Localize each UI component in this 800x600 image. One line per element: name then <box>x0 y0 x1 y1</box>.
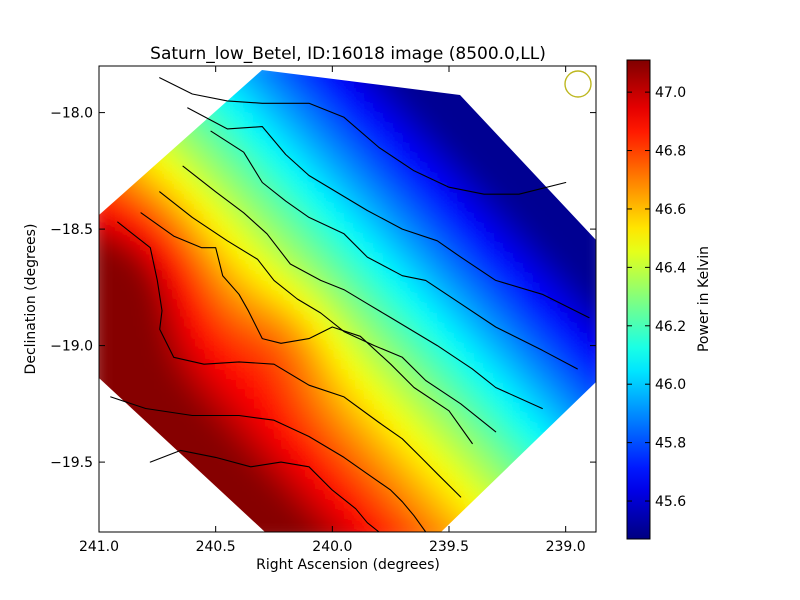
colorbar-tick-label: 46.4 <box>655 260 686 276</box>
y-tick-label: −19.0 <box>50 339 93 355</box>
x-tick-label: 240.0 <box>312 539 352 555</box>
colorbar-tick-label: 46.2 <box>655 319 686 335</box>
y-tick-label: −18.5 <box>50 222 93 238</box>
colorbar-tick-label: 47.0 <box>655 85 686 101</box>
colorbar-gradient <box>627 60 650 539</box>
contour-line <box>159 191 497 433</box>
beam-marker <box>564 70 592 98</box>
contour-line <box>149 449 380 532</box>
colorbar-tick-label: 46.6 <box>655 202 686 218</box>
contour-line <box>210 130 578 370</box>
colorbar-tick-label: 45.6 <box>655 494 686 510</box>
x-tick-label: 239.5 <box>429 539 469 555</box>
contour-lines <box>110 77 590 532</box>
heatmap-field <box>99 70 596 532</box>
y-axis-ticks: −18.0 −18.5 −19.0 −19.5 <box>50 106 596 471</box>
x-tick-label: 240.5 <box>196 539 236 555</box>
contour-line <box>159 77 567 195</box>
contour-line <box>187 107 590 319</box>
plot-frame <box>98 65 597 533</box>
colorbar-tick-label: 45.8 <box>655 436 686 452</box>
x-axis-ticks: 241.0 240.5 240.0 239.5 239.0 <box>79 66 586 555</box>
contour-line <box>110 396 427 532</box>
colorbar-tick-label: 46.8 <box>655 144 686 160</box>
colorbar-label: Power in Kelvin <box>696 246 712 352</box>
x-tick-label: 241.0 <box>79 539 119 555</box>
colorbar-frame <box>626 59 651 540</box>
colorbar-ticks: 45.6 45.8 46.0 46.2 46.4 46.6 46.8 47.0 <box>627 85 686 510</box>
x-tick-label: 239.0 <box>546 539 586 555</box>
y-axis-label: Declination (degrees) <box>23 224 39 375</box>
contour-line <box>182 165 543 410</box>
colorbar-tick-label: 46.0 <box>655 377 686 393</box>
x-axis-label: Right Ascension (degrees) <box>256 557 440 573</box>
colorbar: 45.6 45.8 46.0 46.2 46.4 46.6 46.8 47.0 Power i… <box>626 59 712 540</box>
contour-line <box>117 221 462 498</box>
y-tick-label: −19.5 <box>50 455 93 471</box>
y-tick-label: −18.0 <box>50 106 93 122</box>
chart-title: Saturn_low_Betel, ID:16018 image (8500.0… <box>150 44 546 64</box>
contour-line <box>140 212 473 445</box>
